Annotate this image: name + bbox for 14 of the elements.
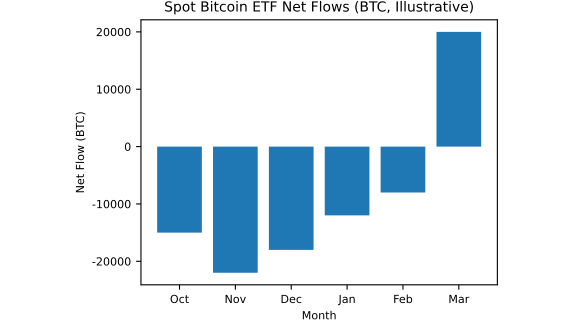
x-axis-title: Month [302,310,336,320]
y-tick-label: -10000 [92,200,130,208]
x-tick-label: Dec [282,294,302,304]
x-tick-label: Feb [394,294,412,304]
y-tick-label: 10000 [97,85,130,94]
x-tick-label: Mar [449,294,470,304]
y-tick-label: -20000 [92,257,130,266]
x-tick-label: Jan [338,294,355,306]
x-tick-label: Oct [170,294,189,304]
y-tick-label: 0 [124,142,130,151]
x-tick-label: Nov [226,294,246,304]
y-tick-label: 20000 [96,28,130,36]
y-axis-title: Net Flow (BTC) [76,112,86,192]
chart-title: Spot Bitcoin ETF Net Flows (BTC, Illustrative) [165,0,473,14]
